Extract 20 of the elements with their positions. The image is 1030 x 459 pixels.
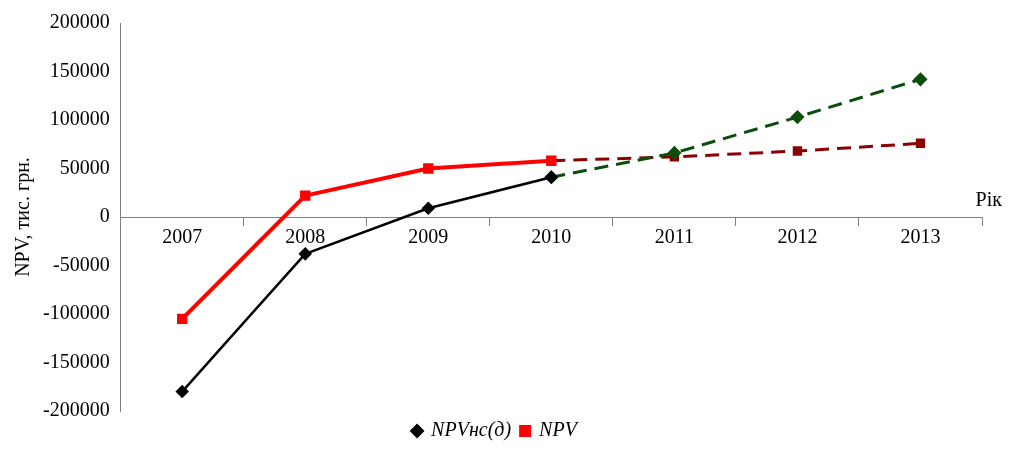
y-tick-label: -50000 [52,252,110,275]
y-tick-label: 0 [99,204,110,227]
x-tick-label: 2008 [285,225,326,248]
y-tick-label: 50000 [59,155,110,178]
x-tick-label: 2012 [777,225,818,248]
y-tick-label: 100000 [49,107,110,130]
x-tick-label: 2011 [654,225,695,248]
y-tick-label: -200000 [42,398,110,421]
x-tick-label: 2013 [900,225,941,248]
y-tick-label: -100000 [42,301,110,324]
x-tick-label: 2010 [531,225,572,248]
y-tick-label: 200000 [49,10,110,33]
legend-label: NPV [538,418,580,441]
y-tick-label: -150000 [42,349,110,372]
x-axis-title: Рік [975,188,1003,211]
x-tick-label: 2009 [408,225,449,248]
y-axis-title: NPV, тис. грн. [11,157,35,277]
legend-label: NPVнс(д) [430,418,512,442]
x-tick-label: 2007 [162,225,203,248]
y-tick-label: 150000 [49,58,110,81]
